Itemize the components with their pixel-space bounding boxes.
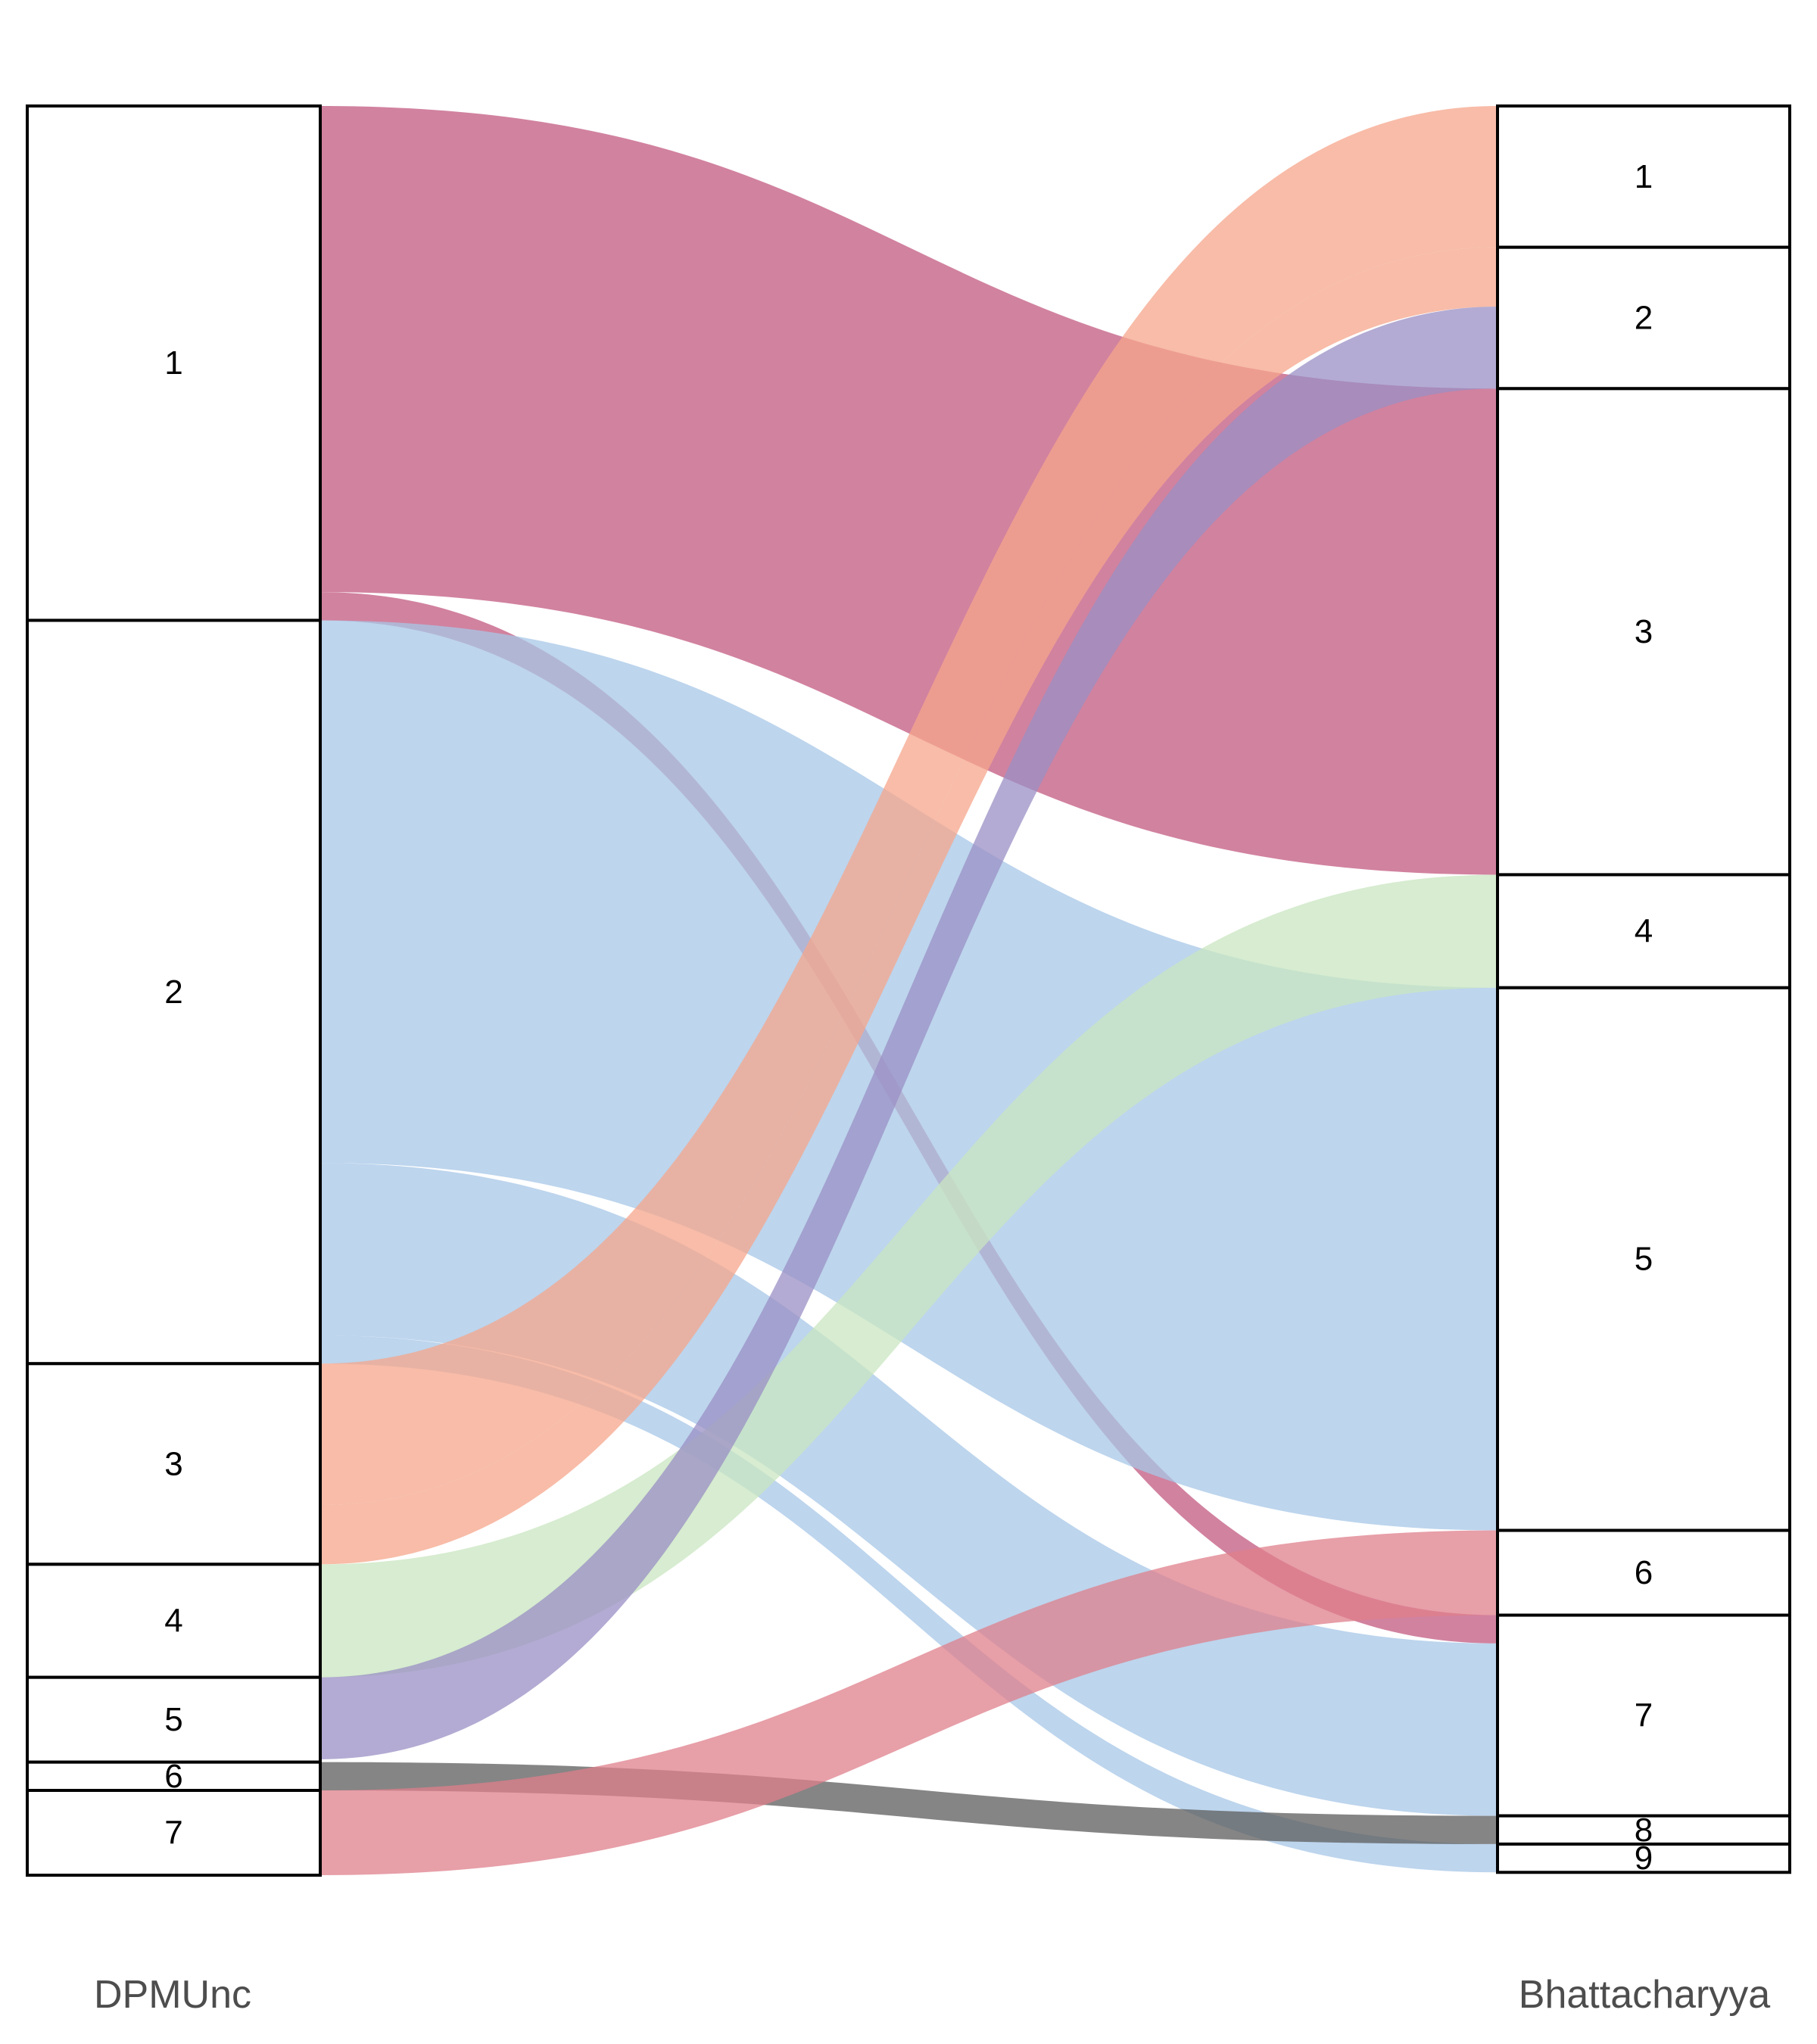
right-cluster-box-4 [1496,873,1791,989]
right-cluster-box-1 [1496,104,1791,249]
left-cluster-box-6 [26,1760,322,1793]
right-cluster-box-5 [1496,986,1791,1532]
flow-7-to-6 [320,1530,1498,1875]
left-cluster-label-2: 2 [164,974,182,1011]
flow-1-to-3 [320,106,1498,875]
right-cluster-label-7: 7 [1635,1697,1653,1734]
right-cluster-box-7 [1496,1613,1791,1818]
flows-layer [320,106,1498,1875]
flow-2-to-9 [320,1335,1498,1873]
flow-3-to-2 [320,247,1498,1565]
right-cluster-label-6: 6 [1635,1554,1653,1591]
right-cluster-label-5: 5 [1635,1241,1653,1278]
right-cluster-label-1: 1 [1635,158,1653,195]
left-cluster-box-5 [26,1675,322,1764]
right-cluster-label-3: 3 [1635,613,1653,650]
left-cluster-label-7: 7 [164,1815,182,1852]
right-cluster-box-9 [1496,1842,1791,1874]
right-axis-label: Bhattacharyya [1519,1973,1770,2017]
flow-5-to-2 [320,307,1498,1759]
left-cluster-label-6: 6 [164,1758,182,1795]
right-cluster-box-2 [1496,245,1791,391]
left-cluster-label-3: 3 [164,1445,182,1482]
left-cluster-label-1: 1 [164,344,182,382]
right-cluster-label-8: 8 [1635,1812,1653,1849]
left-cluster-label-4: 4 [164,1603,182,1640]
right-cluster-label-9: 9 [1635,1840,1653,1877]
nodes-layer: 1 2 3 4 5 6 7 1 2 3 4 5 6 7 89 [26,104,1791,1877]
right-cluster-box-8 [1496,1814,1791,1846]
left-cluster-box-2 [26,618,322,1366]
left-axis-label: DPMUnc [94,1973,251,2017]
flow-4-to-4 [320,874,1498,1678]
right-cluster-label-4: 4 [1635,913,1653,950]
right-cluster-label-2: 2 [1635,299,1653,336]
flow-2-to-5 [320,620,1498,1531]
flow-3-to-1 [320,106,1498,1505]
left-cluster-box-4 [26,1563,322,1679]
right-cluster-box-6 [1496,1528,1791,1617]
right-cluster-box-3 [1496,387,1791,877]
left-cluster-label-5: 5 [164,1701,182,1738]
left-cluster-box-7 [26,1789,322,1877]
left-cluster-box-3 [26,1362,322,1566]
